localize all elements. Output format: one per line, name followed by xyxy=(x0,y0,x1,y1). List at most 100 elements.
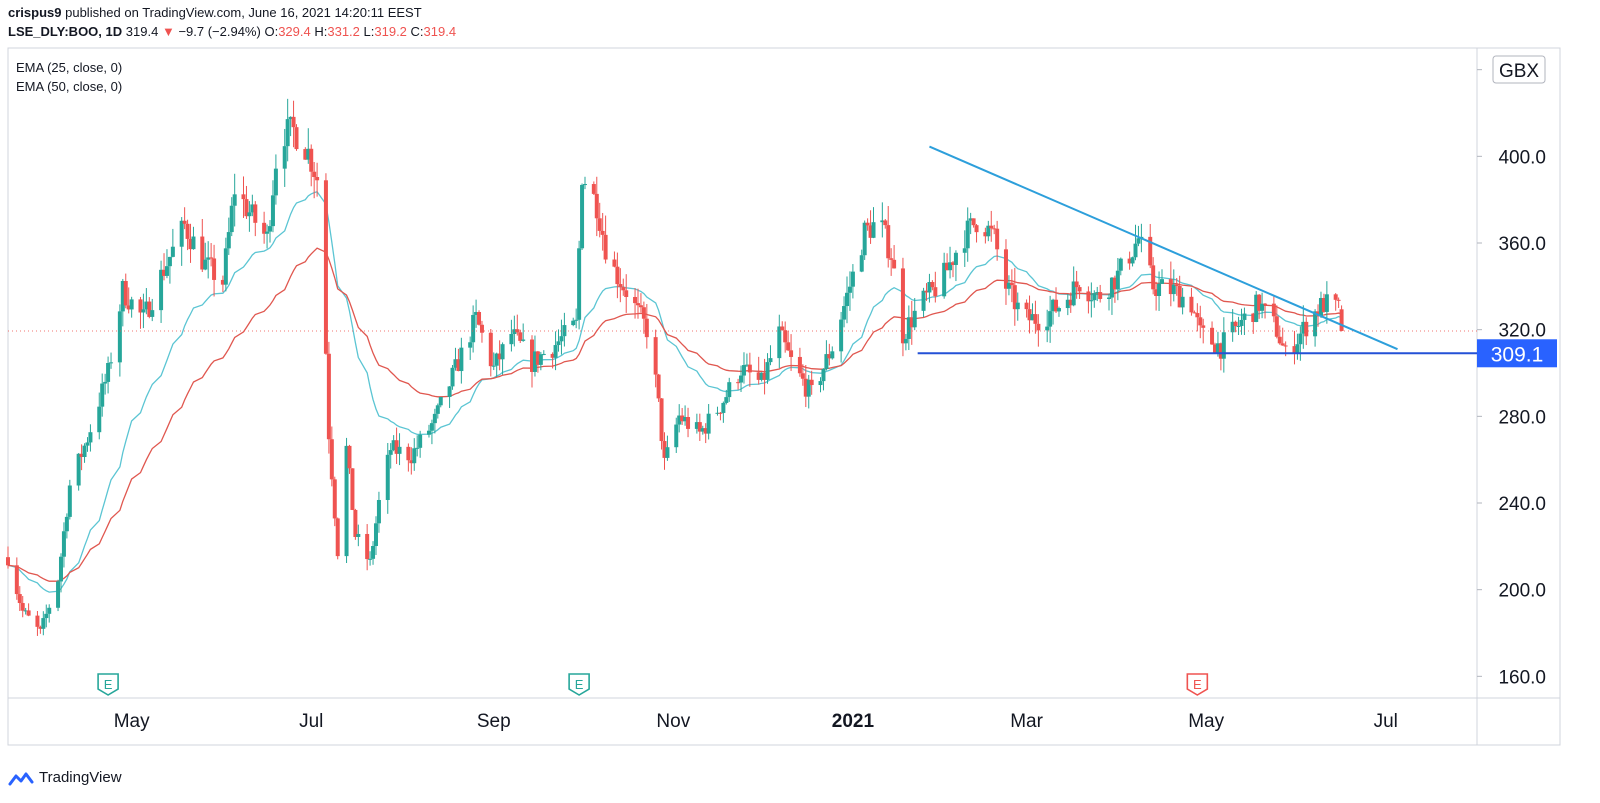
candle-body[interactable] xyxy=(164,266,169,276)
candle-body[interactable] xyxy=(1201,325,1206,328)
candle-body[interactable] xyxy=(962,248,967,253)
candle-body[interactable] xyxy=(1092,293,1097,301)
candle-body[interactable] xyxy=(406,446,411,461)
candle-body[interactable] xyxy=(64,516,69,532)
candle-body[interactable] xyxy=(942,262,947,297)
candle-body[interactable] xyxy=(429,423,434,431)
candle-body[interactable] xyxy=(100,383,105,407)
candle-body[interactable] xyxy=(1298,333,1303,345)
candle-body[interactable] xyxy=(229,205,234,233)
candle-body[interactable] xyxy=(144,301,149,310)
candle-body[interactable] xyxy=(591,184,596,194)
candle-body[interactable] xyxy=(1295,344,1300,354)
candle-body[interactable] xyxy=(535,351,540,365)
candle-body[interactable] xyxy=(191,236,196,250)
indicator-legend[interactable]: EMA (25, close, 0) EMA (50, close, 0) xyxy=(16,60,122,94)
candle-body[interactable] xyxy=(1065,299,1070,309)
candle-body[interactable] xyxy=(921,290,926,311)
candle-body[interactable] xyxy=(265,231,270,234)
candle-body[interactable] xyxy=(288,116,293,120)
candle-body[interactable] xyxy=(450,367,455,387)
candle-body[interactable] xyxy=(426,430,431,435)
candle-body[interactable] xyxy=(859,255,864,272)
candle-body[interactable] xyxy=(273,168,278,196)
author-name[interactable]: crispus9 xyxy=(8,5,62,20)
candle-body[interactable] xyxy=(38,626,43,629)
candle-body[interactable] xyxy=(479,324,484,333)
candle-body[interactable] xyxy=(1257,294,1262,311)
candle-body[interactable] xyxy=(385,454,390,500)
candle-body[interactable] xyxy=(756,372,761,380)
candle-body[interactable] xyxy=(909,317,914,328)
candle-body[interactable] xyxy=(409,460,414,464)
candle-body[interactable] xyxy=(1136,238,1141,244)
candle-body[interactable] xyxy=(1171,284,1176,295)
candle-body[interactable] xyxy=(1006,282,1011,289)
candle-body[interactable] xyxy=(141,309,146,313)
candle-body[interactable] xyxy=(106,362,111,382)
candle-body[interactable] xyxy=(621,287,626,291)
candle-body[interactable] xyxy=(418,434,423,448)
candle-body[interactable] xyxy=(1304,321,1309,337)
candle-body[interactable] xyxy=(159,269,164,311)
candle-body[interactable] xyxy=(600,230,605,235)
candle-body[interactable] xyxy=(635,303,640,306)
candle-body[interactable] xyxy=(67,485,72,517)
candle-body[interactable] xyxy=(1089,300,1094,302)
candle-body[interactable] xyxy=(1012,285,1017,310)
drawings[interactable]: 309.1 xyxy=(8,145,1557,368)
candle-body[interactable] xyxy=(1263,303,1268,305)
candle-body[interactable] xyxy=(1301,321,1306,334)
candle-body[interactable] xyxy=(1030,314,1035,321)
candle-body[interactable] xyxy=(1218,343,1223,359)
candle-body[interactable] xyxy=(76,453,81,486)
candle-body[interactable] xyxy=(250,204,255,213)
candle-body[interactable] xyxy=(1071,281,1076,306)
candle-body[interactable] xyxy=(824,354,829,369)
candle-body[interactable] xyxy=(553,345,558,358)
candle-body[interactable] xyxy=(989,225,994,229)
candle-body[interactable] xyxy=(459,347,464,372)
candle-body[interactable] xyxy=(1318,298,1323,316)
candle-body[interactable] xyxy=(583,184,588,186)
candle-body[interactable] xyxy=(633,296,638,304)
candle-body[interactable] xyxy=(1321,298,1326,312)
candle-body[interactable] xyxy=(79,453,84,457)
candle-body[interactable] xyxy=(889,258,894,260)
candle-body[interactable] xyxy=(965,220,970,249)
candle-body[interactable] xyxy=(1048,311,1053,327)
candle-body[interactable] xyxy=(1024,302,1029,310)
candle-body[interactable] xyxy=(162,269,167,276)
candle-body[interactable] xyxy=(61,531,66,557)
candle-body[interactable] xyxy=(1130,257,1135,264)
candle-body[interactable] xyxy=(150,310,155,317)
candle-body[interactable] xyxy=(697,422,702,432)
candle-body[interactable] xyxy=(821,368,826,382)
candle-body[interactable] xyxy=(1251,313,1256,322)
candle-body[interactable] xyxy=(512,329,517,334)
candle-body[interactable] xyxy=(203,259,208,270)
candle-body[interactable] xyxy=(1177,285,1182,308)
candle-body[interactable] xyxy=(789,350,794,357)
candle-body[interactable] xyxy=(809,379,814,386)
candle-body[interactable] xyxy=(6,557,10,566)
candle-body[interactable] xyxy=(344,445,349,557)
candle-body[interactable] xyxy=(741,365,746,376)
candle-body[interactable] xyxy=(285,119,290,147)
candle-body[interactable] xyxy=(109,362,114,364)
candle-body[interactable] xyxy=(1045,326,1050,331)
candle-body[interactable] xyxy=(900,268,905,344)
candle-body[interactable] xyxy=(842,306,847,320)
candle-body[interactable] xyxy=(209,257,214,259)
candle-body[interactable] xyxy=(356,533,361,537)
candle-body[interactable] xyxy=(847,286,852,293)
time-axis[interactable]: May Jul Sep Nov 2021 Mar May Jul xyxy=(114,711,1398,732)
candle-body[interactable] xyxy=(1189,296,1194,313)
candle-body[interactable] xyxy=(56,581,61,608)
candle-body[interactable] xyxy=(653,337,658,375)
candle-body[interactable] xyxy=(1095,292,1100,294)
candle-body[interactable] xyxy=(1215,343,1220,354)
candle-body[interactable] xyxy=(468,342,473,348)
candle-body[interactable] xyxy=(1098,292,1103,299)
